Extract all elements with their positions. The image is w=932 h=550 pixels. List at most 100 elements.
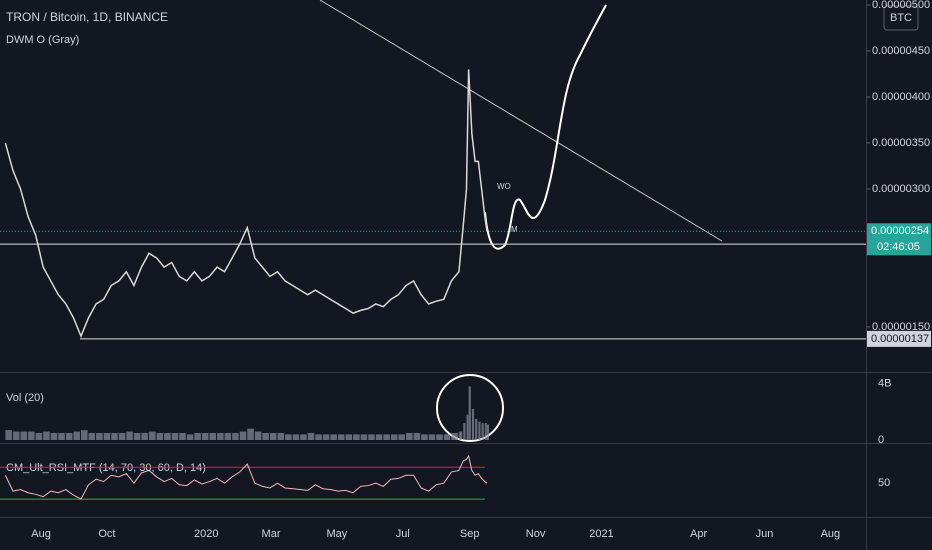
volume-bar (307, 432, 315, 440)
volume-tick-label: 0 (878, 434, 884, 446)
volume-bar (478, 421, 481, 440)
volume-bar (468, 386, 471, 440)
x-tick-label: Oct (98, 528, 115, 540)
volume-bar (471, 409, 475, 440)
volume-bar (337, 434, 345, 440)
volume-bar (111, 432, 118, 440)
volume-bar (383, 434, 390, 440)
volume-bar (466, 414, 469, 440)
volume-bar (88, 432, 96, 440)
x-tick-label: Mar (262, 528, 281, 540)
y-tick-label: 0.00000150 (872, 321, 930, 333)
volume-bar (239, 431, 247, 440)
y-tick-label: 0.00000300 (872, 183, 930, 195)
volume-bar (360, 434, 368, 440)
volume-bar (413, 432, 421, 440)
volume-bar (368, 434, 375, 440)
volume-bar (285, 434, 292, 440)
volume-bar (451, 432, 458, 440)
volume-bar (58, 432, 65, 440)
x-tick-label: Jun (756, 528, 774, 540)
volume-bar (421, 434, 428, 440)
volume-bar (179, 432, 186, 440)
volume-bar (398, 434, 406, 440)
price-line (4, 69, 488, 339)
price-badge (867, 330, 931, 347)
volume-bar (50, 432, 58, 440)
chart-title: TRON / Bitcoin, 1D, BINANCE (6, 10, 168, 24)
volume-bar (141, 432, 149, 440)
indicator-label: DWM O (Gray) (6, 34, 79, 46)
volume-bar (12, 431, 20, 440)
currency-button[interactable] (883, 5, 919, 31)
volume-bar (118, 432, 126, 440)
volume-label: Vol (20) (6, 392, 44, 404)
y-tick-label: 0.00000350 (872, 137, 930, 149)
volume-bar (65, 432, 73, 440)
volume-bar (96, 432, 103, 440)
volume-bar (428, 434, 436, 440)
volume-tick-label: 4B (878, 378, 891, 390)
volume-bar (269, 432, 277, 440)
y-tick-label: 0.00000400 (872, 91, 930, 103)
volume-bar (436, 434, 443, 440)
volume-bar (390, 434, 398, 440)
volume-bar (80, 430, 88, 440)
volume-bar (262, 432, 269, 440)
volume-bar (353, 434, 360, 440)
x-tick-label: Sep (460, 528, 480, 540)
x-tick-label: May (327, 528, 348, 540)
y-tick-label: 0.00000500 (872, 0, 930, 11)
volume-bar (322, 434, 330, 440)
volume-bar (232, 432, 239, 440)
rsi-line (4, 454, 488, 500)
volume-bar (126, 431, 133, 440)
x-tick-label: Aug (31, 528, 51, 540)
volume-bar (5, 430, 12, 440)
volume-bar (209, 432, 217, 440)
volume-bar (186, 434, 194, 440)
volume-bar (247, 428, 254, 440)
x-tick-label: Aug (821, 528, 841, 540)
volume-bar (443, 434, 451, 440)
volume-bar (292, 434, 300, 440)
volume-bar (254, 431, 262, 440)
volume-bar (149, 431, 156, 440)
volume-bar (194, 432, 201, 440)
x-tick-label: Nov (526, 528, 546, 540)
volume-bar (73, 431, 80, 440)
x-tick-label: 2020 (194, 528, 218, 540)
volume-bar (224, 432, 232, 440)
volume-bar (201, 432, 209, 440)
volume-bar (156, 432, 164, 440)
volume-bar (43, 431, 50, 440)
volume-bar (277, 432, 285, 440)
volume-bar (315, 434, 322, 440)
volume-bar (164, 432, 171, 440)
rsi-tick-label: 50 (878, 477, 890, 489)
y-tick-label: 0.00000450 (872, 45, 930, 57)
volume-bar (103, 432, 111, 440)
currency-button-label[interactable]: BTC (890, 12, 912, 24)
volume-bar (475, 418, 478, 440)
volume-bar (463, 423, 466, 440)
projection-path (484, 4, 607, 250)
x-tick-label: Jul (396, 528, 410, 540)
annotation: M (511, 225, 518, 234)
volume-bar (171, 432, 179, 440)
volume-bar (484, 423, 487, 440)
annotation: WO (497, 182, 511, 191)
volume-bar (406, 432, 413, 440)
volume-bar (486, 424, 489, 440)
volume-bar (133, 432, 141, 440)
volume-bar (20, 431, 28, 440)
volume-bar (300, 434, 307, 440)
volume-bar (28, 431, 35, 440)
last-price-badge (867, 223, 931, 256)
x-tick-label: Apr (690, 528, 707, 540)
volume-bar (481, 423, 484, 440)
volume-bar (375, 434, 383, 440)
volume-bar (345, 434, 353, 440)
